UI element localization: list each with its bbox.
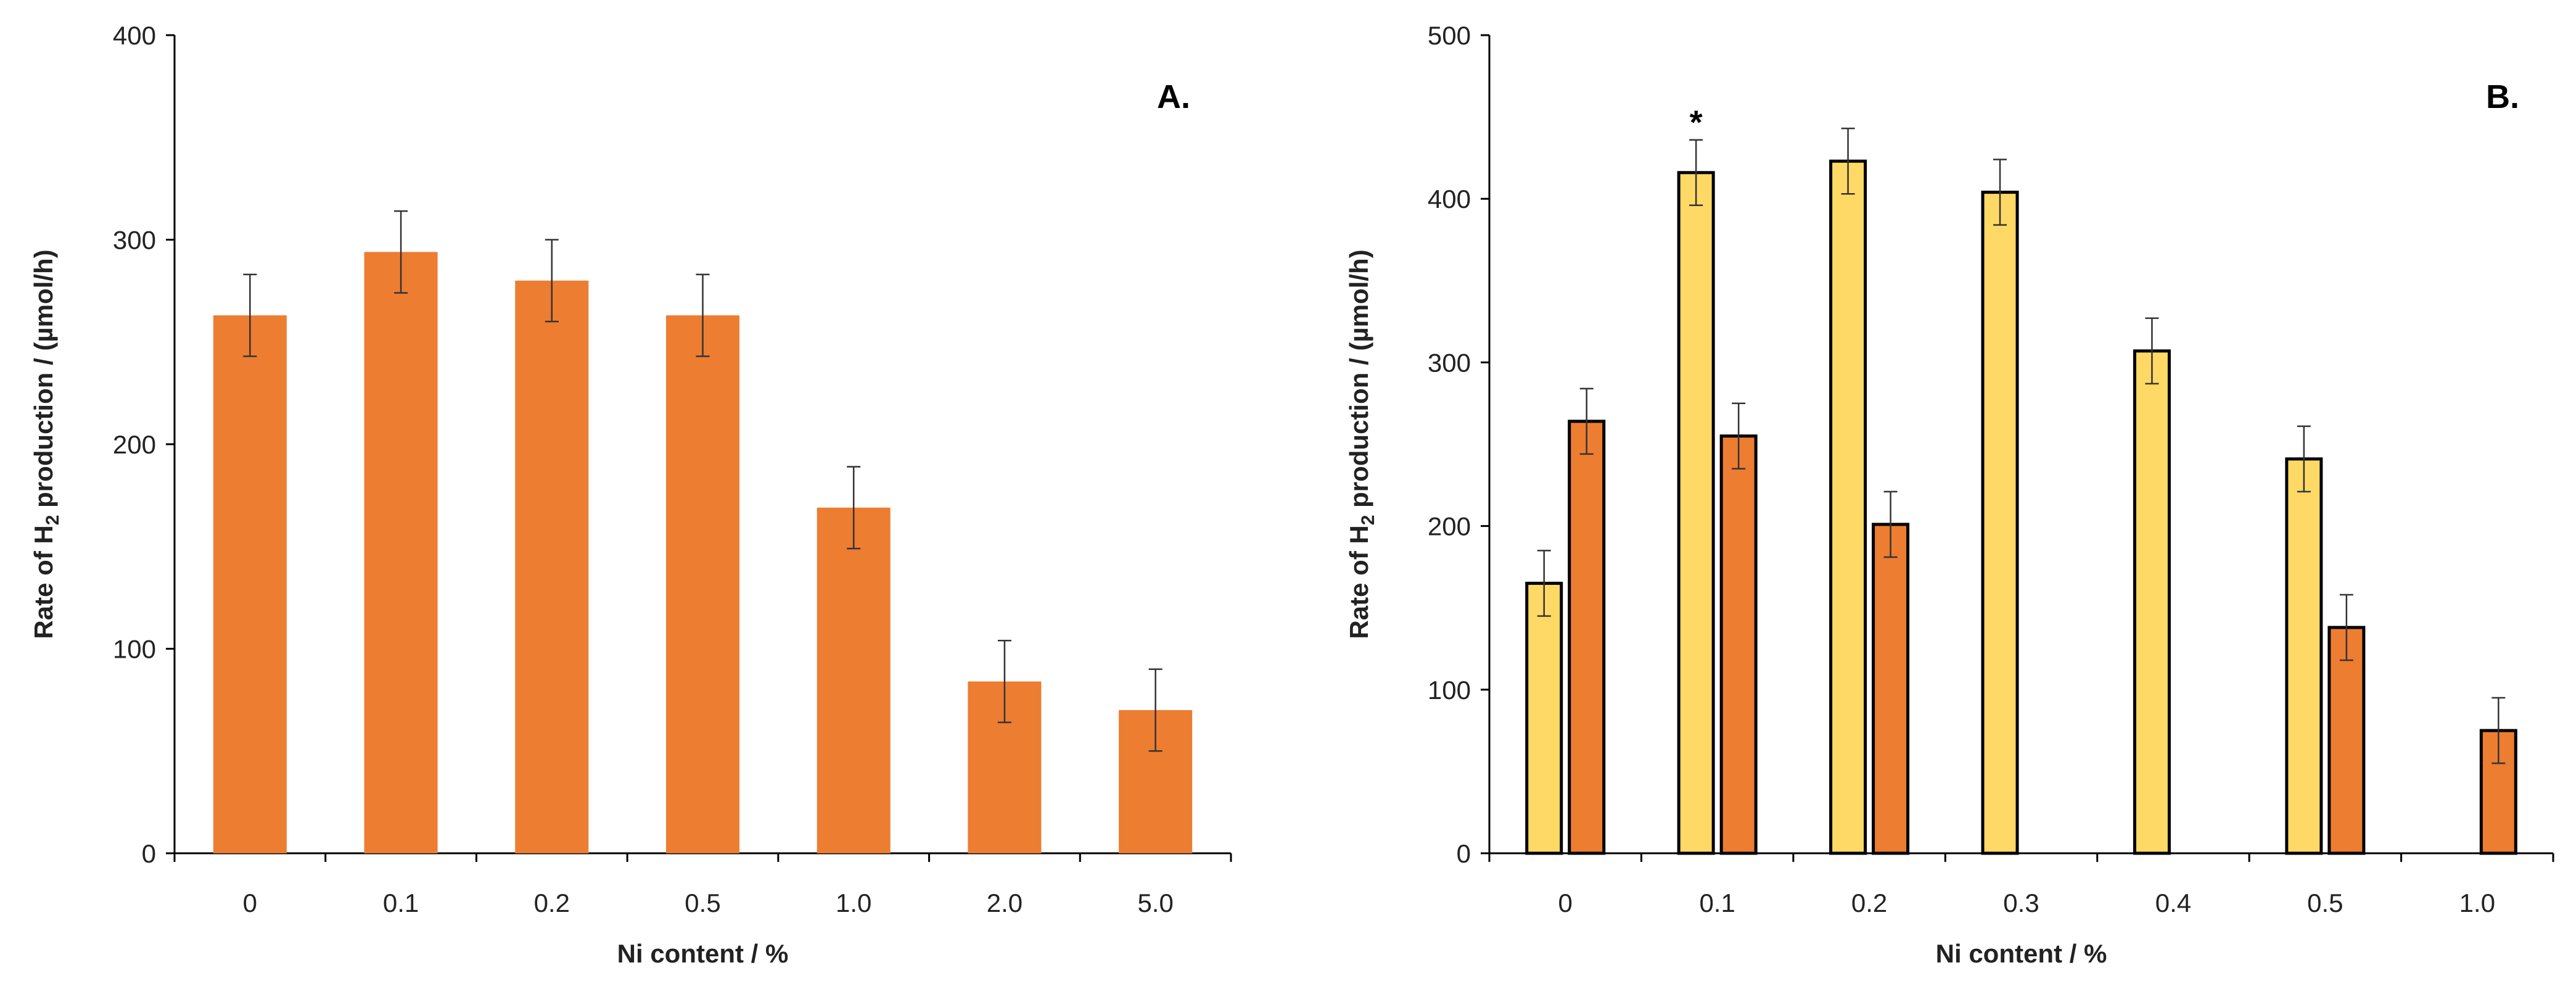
bar-yellow: [1677, 171, 1715, 855]
x-tick-label: 0.4: [2155, 888, 2191, 917]
chart-panel-b: 0 100 200 300 400 500 0 0.1 0.2 0.3 0.4 0.5 1.0 * B. Ni…: [1344, 21, 2554, 968]
y-tick-label: 200: [1428, 512, 1471, 541]
x-tick-label: 5.0: [1137, 888, 1173, 917]
y-tick-label: 300: [1428, 348, 1471, 377]
x-axis-title: Ni content / %: [1936, 939, 2107, 968]
bar-orange: [1872, 523, 1910, 855]
x-tick-label: 2.0: [987, 888, 1023, 917]
y-axis-title: Rate of H2 production / (µmol/h): [29, 249, 63, 639]
y-tick-label: 0: [1457, 839, 1471, 868]
y-tick-label: 100: [1428, 676, 1471, 705]
y-axis-title: Rate of H2 production / (µmol/h): [1344, 249, 1378, 639]
x-tick-label: 1.0: [836, 888, 871, 917]
bar-orange: [1568, 420, 1606, 855]
x-tick-label: 0.5: [2307, 888, 2343, 917]
y-tick-label: 500: [1428, 21, 1471, 50]
x-tick-label: 0.1: [383, 888, 419, 917]
x-tick-label: 1.0: [2459, 888, 2495, 917]
y-tick-label: 0: [142, 839, 156, 868]
x-tick-label: 0.1: [1699, 888, 1735, 917]
chart-panel-a: 0 100 200 300 400 0 0.1 0.2 0.5 1.0 2.0 5.0 A. Ni con…: [29, 21, 1232, 968]
y-tick-label: 400: [1428, 184, 1471, 213]
x-tick-label: 0.2: [534, 888, 570, 917]
x-tick-label: 0.5: [685, 888, 720, 917]
bar-series-1: [213, 315, 287, 853]
y-tick-label: 400: [113, 21, 156, 50]
y-tick-label: 100: [113, 635, 156, 664]
y-tick-label: 200: [113, 430, 156, 459]
bar-yellow: [1525, 581, 1563, 855]
bar-yellow: [2285, 457, 2323, 855]
bar-orange: [2327, 626, 2366, 855]
bar-series-1: [515, 280, 589, 853]
x-axis-title: Ni content / %: [617, 939, 789, 968]
bar-series-1: [364, 252, 438, 853]
bar-orange: [1719, 434, 1758, 855]
bar-yellow: [1981, 191, 2019, 855]
panel-label: B.: [2486, 78, 2519, 115]
bar-yellow: [2133, 349, 2171, 855]
x-tick-label: 0.3: [2003, 888, 2039, 917]
significance-annotation: *: [1690, 104, 1703, 141]
bar-series-1: [666, 315, 739, 853]
bar-series-1: [817, 507, 891, 853]
x-tick-label: 0.2: [1851, 888, 1887, 917]
panel-label: A.: [1157, 78, 1190, 115]
bar-yellow: [1829, 159, 1867, 855]
x-tick-label: 0: [1558, 888, 1573, 917]
y-tick-label: 300: [113, 226, 156, 255]
x-tick-label: 0: [243, 888, 257, 917]
